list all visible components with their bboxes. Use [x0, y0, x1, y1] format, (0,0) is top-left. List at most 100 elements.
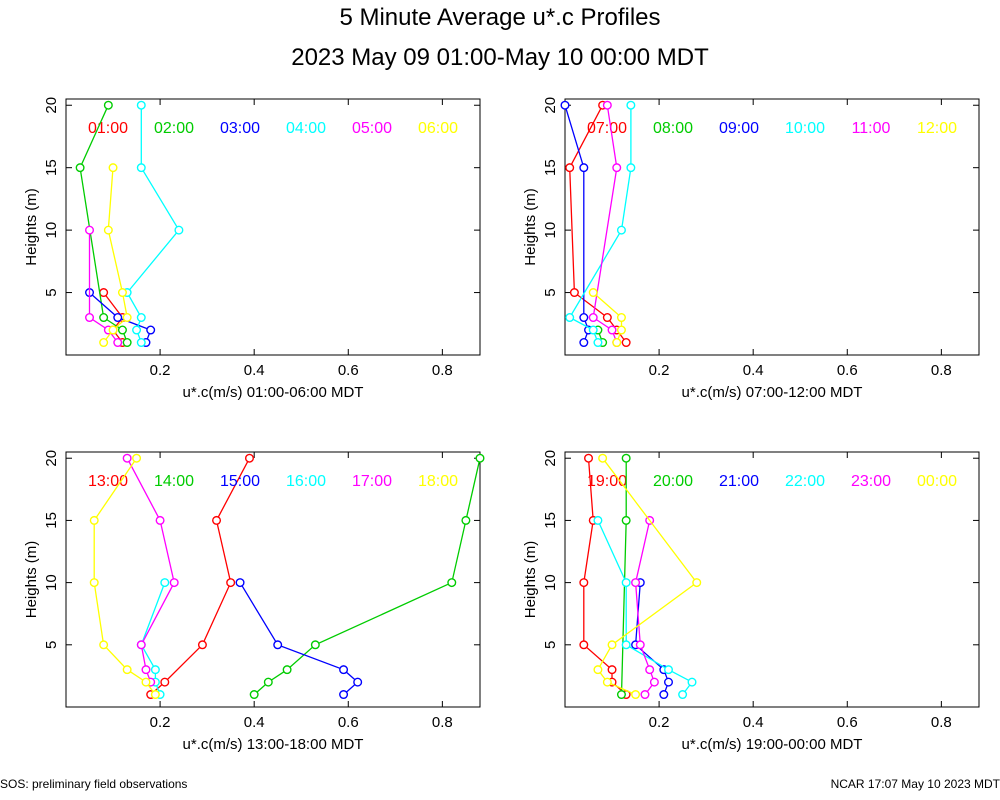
data-point — [621, 338, 631, 348]
data-point — [136, 163, 146, 173]
series-line — [592, 292, 623, 343]
data-point — [141, 665, 151, 675]
y-tick-label: 15 — [542, 512, 559, 529]
data-point — [113, 338, 123, 348]
legend-entry: 14:00 — [154, 473, 194, 490]
data-point — [607, 325, 617, 335]
data-point — [607, 665, 617, 675]
data-point — [621, 578, 631, 588]
legend-entry: 08:00 — [653, 120, 693, 137]
plot-frame — [564, 98, 980, 356]
series-1800 — [89, 453, 160, 700]
data-point — [645, 665, 655, 675]
chart-panel-3: 0.2 0.4 0.6 0.8 5 10 15 20 u*.c(m/s) 13:00-18:00… — [23, 450, 485, 753]
data-point — [569, 288, 579, 298]
data-point — [593, 338, 603, 348]
y-axis-label: Heights (m) — [23, 188, 40, 266]
legend-entry: 02:00 — [154, 120, 194, 137]
data-point — [588, 313, 598, 323]
page-subtitle: 2023 May 09 01:00-May 10 00:00 MDT — [291, 44, 709, 71]
data-point — [249, 690, 259, 700]
y-tick-label: 20 — [542, 97, 559, 114]
data-point — [117, 325, 127, 335]
y-axis-label: Heights (m) — [522, 188, 539, 266]
footer-note: SOS: preliminary field observations — [0, 777, 188, 791]
legend-entry: 21:00 — [719, 473, 759, 490]
series-line — [89, 292, 152, 343]
series-line — [564, 105, 590, 343]
series-0500 — [85, 225, 123, 348]
data-point — [616, 325, 626, 335]
data-point — [85, 313, 95, 323]
y-tick-label: 10 — [542, 574, 559, 591]
y-tick-label: 10 — [43, 222, 60, 239]
legend-entry: 01:00 — [88, 120, 128, 137]
x-tick-label: 0.6 — [837, 362, 858, 379]
y-tick-label: 15 — [542, 159, 559, 176]
series-0400 — [122, 100, 184, 348]
y-tick-label: 5 — [542, 641, 559, 649]
x-tick-label: 0.8 — [432, 362, 453, 379]
data-point — [103, 100, 113, 110]
legend-entry: 06:00 — [418, 120, 458, 137]
y-tick-label: 10 — [542, 222, 559, 239]
data-point — [75, 163, 85, 173]
data-point — [160, 578, 170, 588]
series-1500 — [235, 578, 363, 700]
data-point — [99, 288, 109, 298]
data-point — [117, 288, 127, 298]
chart-panel-1: 0.2 0.4 0.6 0.8 5 10 15 20 u*.c(m/s) 01:00-06:00… — [23, 97, 481, 401]
data-point — [664, 665, 674, 675]
series-1200 — [588, 288, 626, 348]
x-tick-label: 0.4 — [244, 362, 265, 379]
data-point — [226, 578, 236, 588]
data-point — [588, 288, 598, 298]
y-tick-label: 20 — [43, 97, 60, 114]
x-tick-label: 0.4 — [244, 714, 265, 731]
y-tick-label: 10 — [43, 574, 60, 591]
x-tick-label: 0.2 — [150, 714, 171, 731]
x-tick-label: 0.8 — [931, 714, 952, 731]
data-point — [174, 225, 184, 235]
series-line — [103, 292, 124, 343]
data-point — [136, 100, 146, 110]
x-tick-label: 0.2 — [150, 362, 171, 379]
data-point — [150, 665, 160, 675]
x-tick-label: 0.8 — [432, 714, 453, 731]
data-point — [263, 677, 273, 687]
series-1700 — [122, 453, 179, 687]
data-point — [593, 665, 603, 675]
data-point — [447, 578, 457, 588]
data-point — [122, 338, 132, 348]
data-point — [122, 453, 132, 463]
data-point — [273, 640, 283, 650]
data-point — [659, 690, 669, 700]
data-point — [687, 677, 697, 687]
data-point — [282, 665, 292, 675]
x-axis-label: u*.c(m/s) 01:00-06:00 MDT — [183, 384, 364, 401]
data-point — [475, 453, 485, 463]
data-point — [339, 690, 349, 700]
legend-entry: 15:00 — [220, 473, 260, 490]
series-line — [150, 457, 251, 696]
data-point — [616, 690, 626, 700]
data-point — [579, 163, 589, 173]
data-point — [89, 578, 99, 588]
legend-entry: 05:00 — [352, 120, 392, 137]
data-point — [141, 677, 151, 687]
x-tick-label: 0.6 — [338, 362, 359, 379]
data-point — [169, 578, 179, 588]
data-point — [103, 225, 113, 235]
legend-entry: 19:00 — [587, 473, 627, 490]
series-line — [253, 458, 481, 696]
series-0900 — [560, 100, 594, 348]
legend-entry: 10:00 — [785, 120, 825, 137]
legend-entry: 18:00 — [418, 473, 458, 490]
data-point — [631, 690, 641, 700]
data-point — [160, 677, 170, 687]
data-point — [136, 313, 146, 323]
plot-frame — [65, 451, 481, 708]
x-axis-label: u*.c(m/s) 13:00-18:00 MDT — [183, 736, 364, 753]
chart-panel-2: 0.2 0.4 0.6 0.8 5 10 15 20 u*.c(m/s) 07:00-12:00… — [522, 97, 980, 401]
data-point — [113, 313, 123, 323]
